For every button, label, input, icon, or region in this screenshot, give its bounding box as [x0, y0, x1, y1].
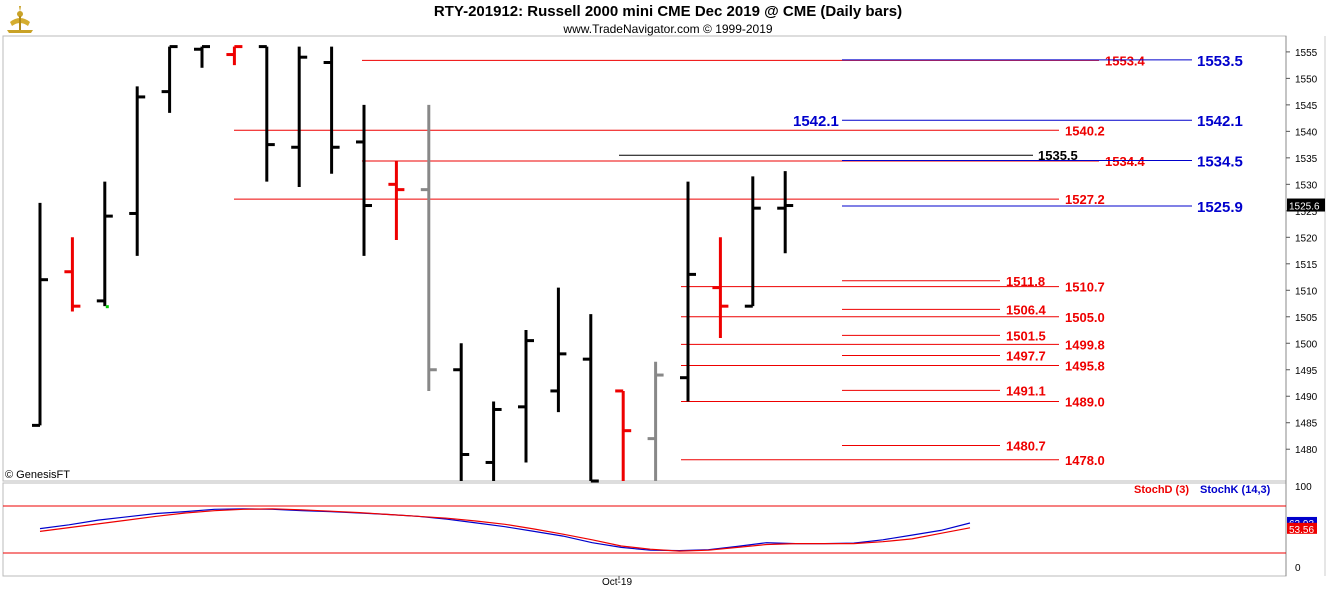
red-level-label: 1491.1	[1006, 383, 1046, 398]
last-price-box	[1287, 198, 1325, 212]
red-level-label: 1527.2	[1065, 192, 1105, 207]
price-tick-label: 1520	[1295, 233, 1318, 244]
price-pane-frame	[2, 35, 1287, 482]
blue-level-label: 1534.5	[1197, 153, 1243, 170]
last-price-label: 1525.6	[1289, 202, 1320, 213]
price-tick-label: 1490	[1295, 392, 1318, 403]
stoch-tick-label: 100	[1295, 482, 1312, 493]
chart-title: RTY-201912: Russell 2000 mini CME Dec 20…	[433, 3, 903, 20]
price-tick-label: 1505	[1295, 313, 1318, 324]
blue-level-label: 1542.1	[1197, 113, 1243, 130]
price-tick-label: 1500	[1295, 339, 1318, 350]
red-level-label: 1478.0	[1065, 453, 1105, 468]
red-level-label: 1499.8	[1065, 337, 1105, 352]
blue-level-label: 1525.9	[1197, 199, 1243, 216]
price-tick-label: 1515	[1295, 260, 1318, 271]
black-level-label: 1535.5	[1038, 148, 1078, 163]
stoch-k-line	[39, 508, 971, 552]
red-level-label: 1553.4	[1105, 53, 1146, 68]
price-tick-label: 1545	[1295, 101, 1318, 112]
red-level-label: 1489.0	[1065, 395, 1105, 410]
stoch-pane-frame	[2, 482, 1287, 577]
stoch-tick-label: 0	[1295, 563, 1301, 574]
blue-level-label: 1553.5	[1197, 53, 1243, 70]
red-level-label: 1497.7	[1006, 348, 1046, 363]
price-tick-label: 1540	[1295, 127, 1318, 138]
genesis-logo-icon	[7, 6, 33, 33]
price-tick-label: 1535	[1295, 154, 1318, 165]
watermark-label: © GenesisFT	[5, 469, 70, 481]
price-tick-label: 1525	[1295, 207, 1318, 218]
price-tick-label: 1550	[1295, 74, 1318, 85]
price-tick-label: 1555	[1295, 48, 1318, 59]
stoch-d-line	[39, 508, 971, 552]
stoch-d-value-label: 53.56	[1289, 525, 1314, 536]
stoch-d-value-box	[1287, 522, 1317, 534]
chart-subtitle: www.TradeNavigator.com © 1999-2019	[563, 22, 773, 36]
blue-level-label-left: 1542.1	[793, 113, 839, 130]
red-level-label: 1506.4	[1006, 302, 1047, 317]
red-level-label: 1501.5	[1006, 328, 1046, 343]
price-tick-label: 1480	[1295, 445, 1318, 456]
red-level-label: 1540.2	[1065, 123, 1105, 138]
stoch-legend-k: StochK (14,3)	[1200, 484, 1271, 496]
price-tick-label: 1510	[1295, 286, 1318, 297]
price-tick-label: 1530	[1295, 180, 1318, 191]
red-level-label: 1534.4	[1105, 154, 1146, 169]
stoch-legend-d: StochD (3)	[1134, 484, 1189, 496]
price-tick-label: 1485	[1295, 419, 1318, 430]
red-level-label: 1510.7	[1065, 280, 1105, 295]
stoch-k-value-box	[1287, 516, 1317, 528]
signal-marker	[105, 305, 109, 309]
red-level-label: 1505.0	[1065, 310, 1105, 325]
x-tick-label: Oct-19	[602, 577, 632, 588]
red-level-label: 1480.7	[1006, 439, 1046, 454]
price-tick-label: 1495	[1295, 366, 1318, 377]
red-level-label: 1511.8	[1006, 274, 1045, 289]
red-level-label: 1495.8	[1065, 359, 1105, 374]
